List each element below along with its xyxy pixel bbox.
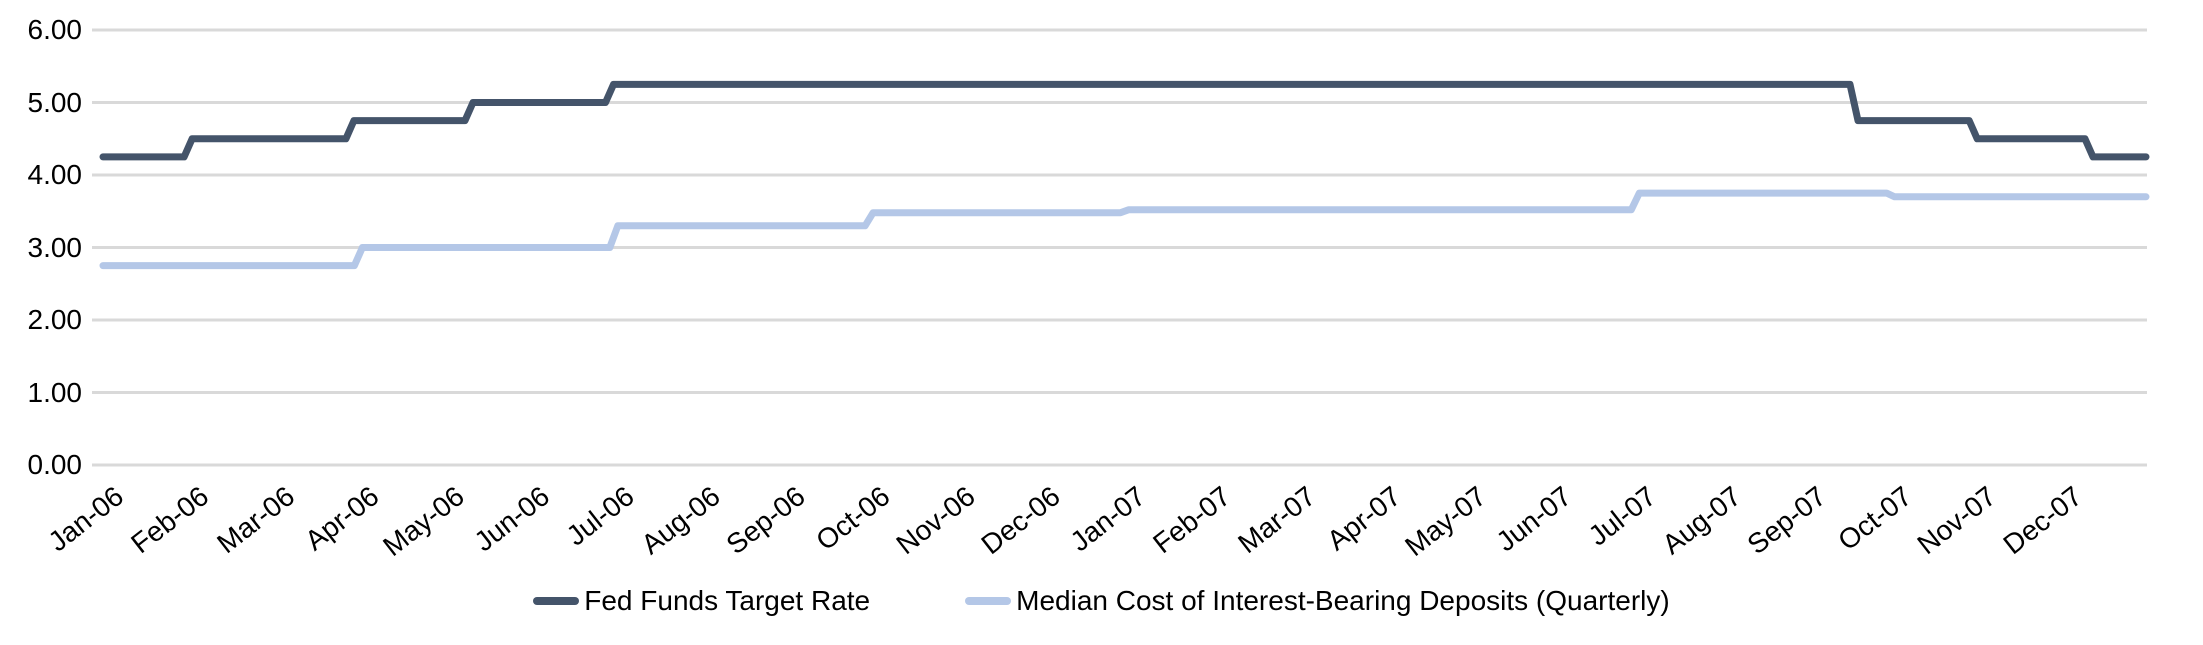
fed-funds-legend-label: Fed Funds Target Rate — [584, 585, 871, 616]
legend-item-deposits: Median Cost of Interest-Bearing Deposits… — [965, 585, 1670, 617]
deposits-legend-label: Median Cost of Interest-Bearing Deposits… — [1016, 585, 1670, 616]
fed-funds-line — [99, 80, 2150, 161]
legend-item-fed-funds: Fed Funds Target Rate — [533, 585, 870, 617]
deposits-line-swatch — [965, 597, 1012, 605]
legend: Fed Funds Target Rate Median Cost of Int… — [0, 585, 2203, 617]
deposits-line — [99, 189, 2150, 270]
fed-funds-line-swatch — [533, 597, 580, 605]
